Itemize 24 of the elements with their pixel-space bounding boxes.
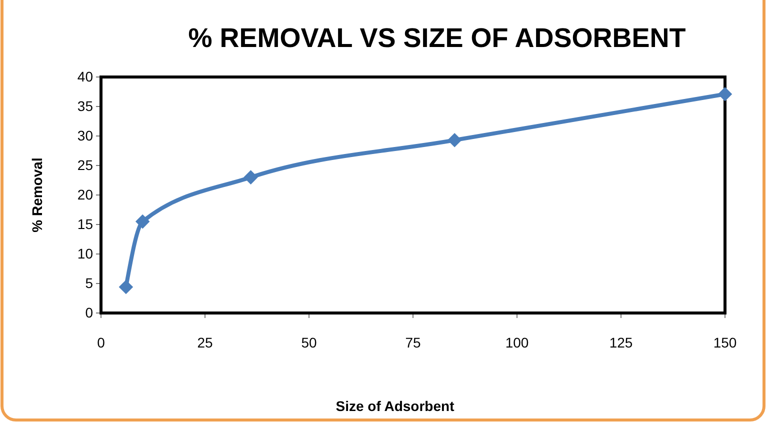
y-tick-label: 15 [77, 216, 94, 232]
x-tick-label: 125 [609, 334, 633, 351]
point [718, 86, 732, 102]
point [447, 132, 462, 148]
y-tick-label: 0 [85, 304, 94, 320]
y-tick-label: 40 [77, 68, 94, 84]
x-tick-label: 0 [97, 334, 106, 351]
x-tick-label: 100 [505, 334, 529, 351]
y-tick-label: 5 [85, 274, 94, 291]
y-tick-label: 10 [77, 245, 94, 262]
y-tick-label: 20 [77, 186, 94, 202]
x-axis-title: Size of Adsorbent [336, 398, 455, 414]
y-tick-label: 30 [77, 127, 94, 144]
x-tick-label: 75 [405, 334, 421, 351]
x-tick-label: 150 [713, 334, 737, 351]
x-tick-label: 50 [301, 334, 317, 351]
point [118, 280, 134, 294]
x-tick-label: 25 [197, 334, 213, 351]
y-axis-title: % Removal [29, 158, 45, 232]
point [135, 214, 150, 229]
chart-title: % REMOVAL VS SIZE OF ADSORBENT [188, 23, 686, 53]
y-tick-label: 35 [77, 98, 94, 114]
y-tick-label: 25 [77, 156, 94, 173]
point [244, 170, 258, 184]
